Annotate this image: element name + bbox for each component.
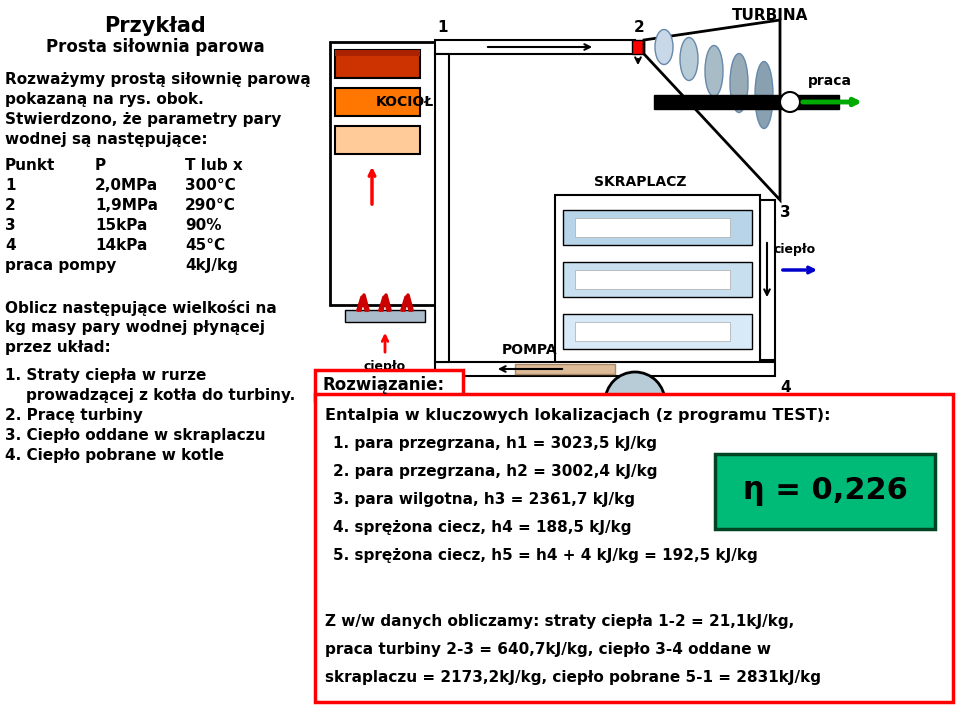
Bar [315,394,953,702]
Bar [315,370,463,400]
Text: praca pompy: praca pompy [5,258,116,273]
Text: przez układ:: przez układ: [5,340,110,355]
Text: 4. Ciepło pobrane w kotle: 4. Ciepło pobrane w kotle [5,448,224,463]
Text: 3: 3 [780,205,790,220]
Text: 3. Ciepło oddane w skraplaczu: 3. Ciepło oddane w skraplaczu [5,428,266,443]
Text: skraplaczu = 2173,2kJ/kg, ciepło pobrane 5-1 = 2831kJ/kg: skraplaczu = 2173,2kJ/kg, ciepło pobrane… [325,670,821,685]
Bar [715,454,935,529]
Text: 300°C: 300°C [185,178,236,193]
Bar [654,95,839,109]
Text: praca turbiny 2-3 = 640,7kJ/kg, ciepło 3-4 oddane w: praca turbiny 2-3 = 640,7kJ/kg, ciepło 3… [325,642,771,657]
Bar [575,322,730,341]
Text: 4kJ/kg: 4kJ/kg [185,258,238,273]
Ellipse shape [680,38,698,81]
Text: Oblicz następujące wielkości na: Oblicz następujące wielkości na [5,300,277,316]
Bar [335,126,420,154]
Text: 4: 4 [780,380,790,395]
Bar [345,310,425,322]
Text: 14kPa: 14kPa [95,238,148,253]
Text: 15kPa: 15kPa [95,218,148,233]
Text: wodnej są następujące:: wodnej są następujące: [5,132,208,147]
Bar [335,50,420,56]
Text: Punkt: Punkt [5,158,56,173]
Text: 5: 5 [437,380,448,395]
Bar [563,210,752,245]
Text: 2. Pracę turbiny: 2. Pracę turbiny [5,408,143,423]
Bar [575,218,730,237]
Text: Rozwiązanie:: Rozwiązanie: [322,376,444,394]
Text: Entalpia w kluczowych lokalizacjach (z programu TEST):: Entalpia w kluczowych lokalizacjach (z p… [325,408,830,423]
Text: praca: praca [808,74,852,88]
Bar [435,40,635,54]
Polygon shape [644,20,780,200]
Text: 90%: 90% [185,218,222,233]
Bar [435,54,449,362]
Text: 2: 2 [634,20,644,35]
Text: pokazaną na rys. obok.: pokazaną na rys. obok. [5,92,203,107]
Text: TURBINA: TURBINA [732,8,808,23]
Bar [563,262,752,297]
Text: 45°C: 45°C [185,238,225,253]
Bar [563,314,752,349]
Text: ciepło: ciepło [363,360,406,373]
Text: 2: 2 [5,198,15,213]
Ellipse shape [655,30,673,65]
Text: 2,0MPa: 2,0MPa [95,178,158,193]
Bar [760,200,775,360]
Text: 1: 1 [437,20,448,35]
Text: 1: 1 [5,178,15,193]
Text: 4: 4 [5,238,15,253]
Text: 1. para przegrzana, h1 = 3023,5 kJ/kg: 1. para przegrzana, h1 = 3023,5 kJ/kg [333,436,657,451]
Text: Prosta siłownia parowa: Prosta siłownia parowa [46,38,265,56]
Text: Stwierdzono, że parametry pary: Stwierdzono, że parametry pary [5,112,281,127]
Text: Z w/w danych obliczamy: straty ciepła 1-2 = 21,1kJ/kg,: Z w/w danych obliczamy: straty ciepła 1-… [325,614,794,629]
Bar [575,270,730,289]
Text: Rozważymy prostą siłownię parową: Rozważymy prostą siłownię parową [5,72,311,87]
Bar [330,42,435,305]
Circle shape [605,372,665,432]
Bar [435,362,775,376]
Circle shape [780,92,800,112]
Bar [515,364,615,374]
Text: 3: 3 [5,218,15,233]
Text: ciepło: ciepło [774,243,816,256]
Text: kg masy pary wodnej płynącej: kg masy pary wodnej płynącej [5,320,265,335]
Text: η = 0,226: η = 0,226 [742,477,907,506]
Text: 290°C: 290°C [185,198,236,213]
Text: SKRAPLACZ: SKRAPLACZ [594,175,687,189]
Bar [335,50,420,78]
Text: 4. sprężona ciecz, h4 = 188,5 kJ/kg: 4. sprężona ciecz, h4 = 188,5 kJ/kg [333,520,631,535]
Text: POMPA: POMPA [503,343,558,357]
Ellipse shape [755,62,773,128]
Text: 2. para przegrzana, h2 = 3002,4 kJ/kg: 2. para przegrzana, h2 = 3002,4 kJ/kg [333,464,658,479]
Bar [632,40,644,54]
Text: KOCIOŁ: KOCIOŁ [376,95,434,109]
Bar [335,88,420,116]
Text: 5. sprężona ciecz, h5 = h4 + 4 kJ/kg = 192,5 kJ/kg: 5. sprężona ciecz, h5 = h4 + 4 kJ/kg = 1… [333,548,758,563]
Text: 1. Straty ciepła w rurze: 1. Straty ciepła w rurze [5,368,206,383]
Text: Przykład: Przykład [105,16,206,36]
Ellipse shape [730,53,748,113]
Text: 3. para wilgotna, h3 = 2361,7 kJ/kg: 3. para wilgotna, h3 = 2361,7 kJ/kg [333,492,635,507]
Text: T lub x: T lub x [185,158,243,173]
Text: P: P [95,158,106,173]
Ellipse shape [705,45,723,96]
Bar [555,195,760,365]
Text: 1,9MPa: 1,9MPa [95,198,158,213]
Text: prowadzącej z kotła do turbiny.: prowadzącej z kotła do turbiny. [5,388,295,403]
